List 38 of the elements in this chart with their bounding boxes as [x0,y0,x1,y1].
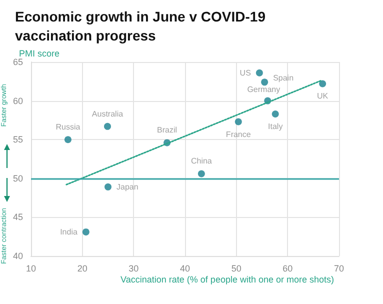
point [234,118,242,126]
data-label: France [226,130,252,139]
data-label: US [240,68,251,78]
y-tick-label: 55 [12,134,23,145]
x-tick-label: 50 [231,264,242,274]
y-tick-label: 65 [12,57,23,67]
data-label: Russia [56,122,81,132]
data-label: China [190,156,212,166]
x-tick-label: 70 [334,264,344,274]
y-tick-label: 60 [12,96,23,106]
point [261,78,268,86]
data-label: Italy [268,122,283,131]
data-label: UK [317,92,329,101]
x-tick-label: 60 [282,264,293,274]
point [64,136,72,144]
y-tick-label: 45 [12,212,23,222]
x-tick-label: 20 [77,264,88,274]
point [319,80,326,88]
x-axis-title: Vaccination rate (% of people with one or more shots) [120,274,334,284]
x-tick-label: 10 [26,264,36,274]
data-label: Germany [247,84,280,94]
y-axis-title: PMI score [19,48,60,58]
x-tick-label: 40 [180,264,190,274]
data-label: Australia [92,109,124,118]
data-label: India [60,227,78,236]
point [256,69,263,76]
point [272,110,279,118]
y-tick-label: 40 [12,251,23,261]
data-label: Brazil [157,126,178,135]
point [82,228,90,236]
point [104,183,112,190]
x-tick-label: 30 [128,264,139,274]
point [198,170,205,178]
data-label: Japan [116,182,138,192]
point [104,122,111,130]
chart-title: Economic growth in June v COVID-19 vaccination progress [15,8,270,44]
data-label: Spain [273,74,294,83]
y-tick-label: 50 [12,173,23,184]
